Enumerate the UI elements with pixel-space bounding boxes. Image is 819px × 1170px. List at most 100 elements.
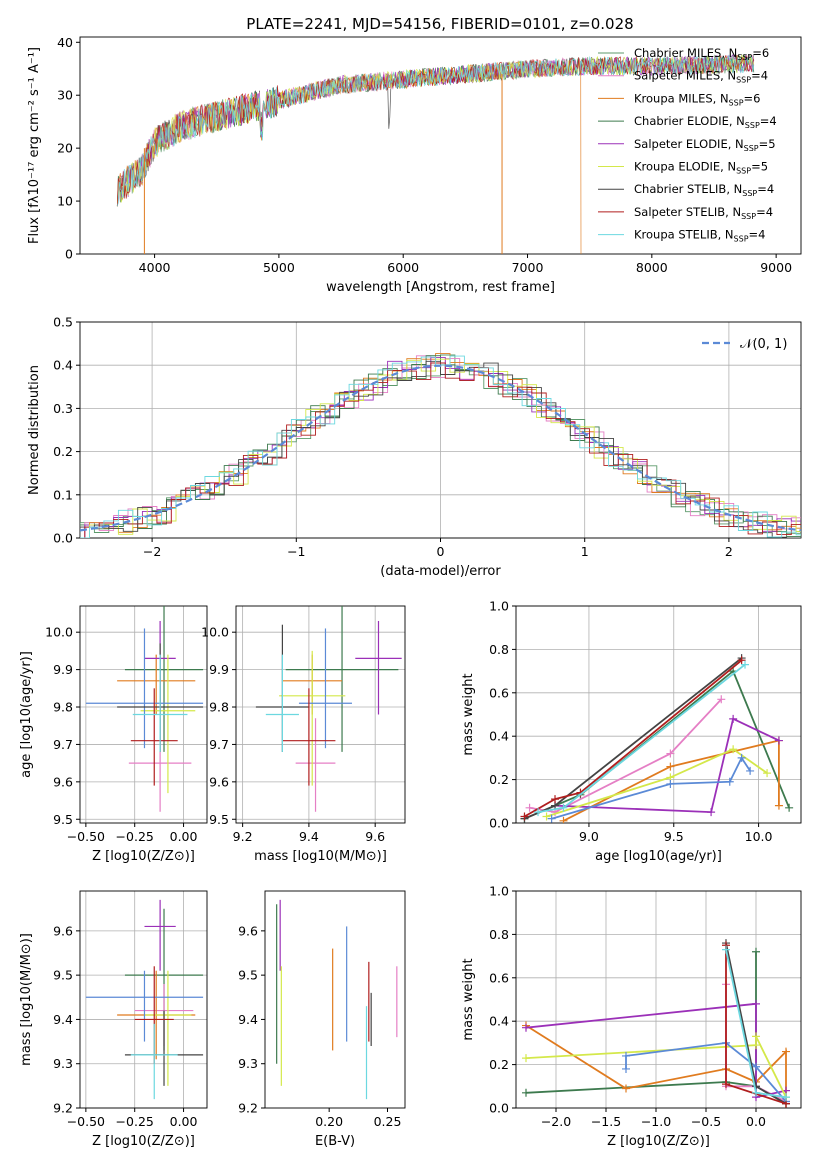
y-tick-label: 9.8 [53, 700, 73, 715]
x-tick-label: 5000 [263, 260, 295, 275]
y-tick-label: 0.0 [489, 1101, 509, 1116]
data-point [132, 654, 188, 752]
y-tick-label: 9.4 [53, 1012, 73, 1027]
x-tick-label: 9.5 [664, 829, 684, 844]
histogram-step [80, 355, 801, 538]
weight-marker [522, 1023, 530, 1032]
legend-subscript: SSP [729, 98, 744, 107]
weight-series [534, 660, 750, 817]
legend-suffix: =4 [756, 205, 773, 219]
legend-suffix: =4 [749, 228, 766, 242]
data-point [130, 1023, 178, 1100]
data-point [85, 628, 204, 749]
legend-suffix: =5 [751, 160, 768, 174]
weight-marker [725, 777, 734, 786]
spectrum-series-line [116, 54, 755, 207]
legend-entry: Kroupa STELIB, NSSP=4 [634, 228, 765, 244]
weight-series [547, 753, 755, 823]
y-tick-label: 9.2 [53, 1101, 73, 1116]
y-tick-label: 9.6 [53, 774, 73, 789]
mass-weight-vs-metallicity-panel: −2.0 −1.5 −1.0 −0.5 0.0 0.0 0.2 0.4 0.6 0.8 1.0 Z [… [461, 884, 802, 1149]
weight-marker [782, 1093, 790, 1102]
y-tick-label: 9.3 [53, 1056, 73, 1071]
legend-subscript: SSP [745, 121, 760, 130]
x-tick-label: 0.00 [170, 829, 198, 844]
y-tick-label: 0 [65, 247, 73, 262]
y-tick-label: 0.5 [53, 315, 73, 330]
spectrum-lines [116, 53, 755, 254]
weight-marker [782, 1047, 790, 1056]
x-tick-label: −0.5 [691, 1114, 721, 1129]
y-tick-label: 9.5 [238, 968, 258, 983]
x-tick-label: −1.5 [591, 1114, 621, 1129]
x-tick-label: 6000 [387, 260, 419, 275]
weight-marker [534, 808, 543, 817]
legend: Chabrier MILES, NSSP=6 Salpeter MILES, NS… [598, 46, 777, 244]
error-bars [276, 899, 398, 1100]
y-tick-label: 20 [57, 141, 73, 156]
y-tick-label: 0.2 [53, 444, 73, 459]
error-bars [85, 606, 204, 812]
histogram-step [80, 355, 801, 538]
weight-line [554, 717, 780, 814]
weight-series [520, 654, 746, 823]
legend-suffix: =4 [757, 182, 774, 196]
x-tick-label: 0.25 [374, 1114, 402, 1129]
age-vs-metallicity-panel: −0.50 −0.25 0.00 9.5 9.6 9.7 9.8 9.9 10.0 Z [log1… [19, 605, 208, 864]
spectrum-panel: 4000 5000 6000 7000 8000 9000 0 10 20 30 40 wavelen… [27, 35, 802, 295]
legend-entry: Salpeter MILES, NSSP=4 [634, 69, 768, 85]
x-tick-label: 2 [725, 544, 733, 559]
weight-marker [737, 656, 746, 665]
data-point [298, 628, 352, 749]
y-tick-label: 9.9 [53, 662, 73, 677]
weight-line [525, 1036, 787, 1098]
y-tick-label: 0.2 [489, 772, 509, 787]
weight-series [722, 945, 790, 1102]
y-tick-label: 9.5 [209, 812, 229, 827]
axes-frame [79, 605, 208, 824]
weight-marker [622, 1084, 630, 1093]
y-axis-label: Flux [fλ10⁻¹⁷ erg cm⁻² s⁻¹ A⁻¹] [27, 47, 42, 244]
weight-line [525, 1002, 787, 1099]
data-point [124, 606, 204, 752]
weight-marker [737, 753, 746, 762]
legend-subscript: SSP [736, 167, 751, 176]
weight-marker [752, 947, 760, 956]
x-axis-label: E(B-V) [315, 1134, 355, 1149]
y-tick-label: 0.6 [489, 970, 509, 985]
legend-subscript: SSP [744, 144, 759, 153]
weight-marker [746, 766, 755, 775]
x-tick-label: 0 [437, 544, 445, 559]
weight-marker [752, 1041, 760, 1050]
weight-marker [666, 779, 675, 788]
legend-entry: Chabrier STELIB, NSSP=4 [634, 182, 774, 198]
weight-line [525, 1024, 787, 1104]
x-tick-label: 0.20 [315, 1114, 343, 1129]
x-axis-label: mass [log10(M/M⊙)] [254, 849, 387, 864]
y-tick-label: 0.4 [489, 1014, 509, 1029]
weight-marker [522, 1088, 530, 1097]
weight-marker [722, 1080, 730, 1089]
y-tick-label: 1.0 [489, 884, 509, 899]
x-axis-label: (data-model)/error [380, 564, 501, 579]
weight-marker [522, 1054, 530, 1063]
weight-marker [547, 814, 556, 823]
y-tick-label: 0.2 [489, 1057, 509, 1072]
data-point [140, 654, 196, 794]
y-tick-label: 0.4 [489, 729, 509, 744]
histogram-step [80, 358, 801, 538]
weight-marker [520, 812, 529, 821]
legend-suffix: =4 [760, 114, 777, 128]
y-tick-label: 9.7 [53, 737, 73, 752]
y-tick-label: 9.6 [53, 923, 73, 938]
data-point [285, 606, 399, 752]
x-tick-label: −0.50 [67, 1114, 105, 1129]
x-tick-label: 7000 [512, 260, 544, 275]
y-tick-label: 9.6 [238, 923, 258, 938]
weight-marker [525, 803, 534, 812]
y-tick-label: 9.5 [53, 968, 73, 983]
legend-entry: Kroupa ELODIE, NSSP=5 [634, 160, 768, 176]
y-tick-label: 9.7 [209, 737, 229, 752]
weight-lines [520, 654, 794, 823]
x-tick-label: 0.0 [746, 1114, 766, 1129]
